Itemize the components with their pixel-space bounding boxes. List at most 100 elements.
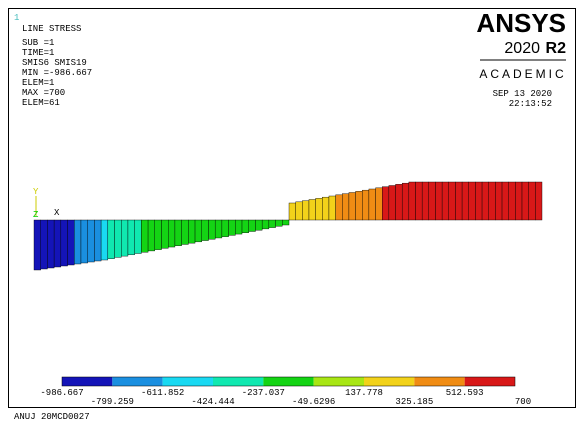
legend-swatch <box>464 377 515 386</box>
element-bar <box>288 202 296 221</box>
element-bar <box>362 189 370 221</box>
element-bar <box>127 219 135 256</box>
element-bar <box>47 219 55 269</box>
frame <box>8 8 576 408</box>
legend: -986.667 -799.259 -611.852 -424.444 -237.037… <box>40 376 531 407</box>
element-bar <box>315 198 323 221</box>
element-bar <box>501 181 509 221</box>
element-bar <box>100 219 109 261</box>
date: SEP 13 2020 <box>493 89 552 99</box>
legend-label: -611.852 <box>141 388 184 398</box>
logo-brand: ANSYS <box>476 8 566 38</box>
element-bar <box>248 219 256 232</box>
element-bar <box>147 219 155 252</box>
element-bar <box>342 193 350 221</box>
element-bar <box>214 219 223 239</box>
element-bar <box>355 191 363 221</box>
element-bar <box>308 199 316 221</box>
element-bar <box>228 219 236 236</box>
element-bar <box>80 219 88 264</box>
element-bar <box>302 200 310 221</box>
info-line: TIME=1 <box>22 48 54 58</box>
window-number: 1 <box>14 13 19 23</box>
element-bar <box>241 219 249 233</box>
element-bar <box>528 181 536 221</box>
legend-label: -424.444 <box>191 397 234 407</box>
info-line: SUB =1 <box>22 38 54 48</box>
element-bar <box>168 219 176 248</box>
time: 22:13:52 <box>509 99 552 109</box>
element-bar <box>455 181 463 221</box>
logo-release: R2 <box>546 40 567 57</box>
element-bar <box>435 181 443 221</box>
element-bar <box>121 219 129 257</box>
element-bar <box>335 194 343 221</box>
legend-label: -49.6296 <box>292 397 335 407</box>
element-bar <box>74 219 82 265</box>
element-bar <box>188 219 196 244</box>
element-bar <box>488 181 496 221</box>
element-bar <box>261 219 270 230</box>
element-bar <box>428 181 436 221</box>
element-bar <box>421 181 430 221</box>
element-bar <box>475 181 483 221</box>
element-bar <box>141 219 149 253</box>
legend-label: 325.185 <box>395 397 433 407</box>
legend-label: 700 <box>515 397 531 407</box>
element-bar <box>107 219 115 259</box>
legend-swatch <box>162 377 213 386</box>
info-line: MIN =-986.667 <box>22 68 92 78</box>
element-bar <box>415 181 423 221</box>
stress-plot <box>33 181 543 271</box>
info-line: ELEM=1 <box>22 78 54 88</box>
legend-label: -986.667 <box>40 388 83 398</box>
element-bar <box>441 181 449 221</box>
footer: ANUJ 20MCD0027 <box>14 412 90 422</box>
info-line: MAX =700 <box>22 88 65 98</box>
legend-swatch <box>62 377 113 386</box>
legend-swatch <box>414 377 465 386</box>
element-bar <box>401 182 410 221</box>
element-bar <box>255 219 263 231</box>
element-bar <box>515 181 523 221</box>
element-bar <box>134 219 142 254</box>
legend-swatch <box>213 377 264 386</box>
element-bar <box>114 219 122 258</box>
element-bar <box>60 219 68 267</box>
legend-swatch <box>112 377 163 386</box>
element-bar <box>521 181 529 221</box>
element-bar <box>235 219 243 235</box>
element-bar <box>481 181 489 221</box>
element-bar <box>322 196 330 221</box>
element-bar <box>448 181 456 221</box>
element-bar <box>382 186 390 221</box>
axis-x-label: X <box>54 208 60 218</box>
element-bar <box>495 181 503 221</box>
axis-y-label: Y <box>33 187 39 197</box>
element-bar <box>508 181 516 221</box>
element-bar <box>33 219 41 271</box>
element-bar <box>40 219 48 270</box>
element-bar <box>87 219 95 263</box>
element-bar <box>268 219 276 228</box>
logo-edition: ACADEMIC <box>479 67 566 81</box>
element-bar <box>368 188 376 221</box>
element-bar <box>282 219 290 226</box>
element-bar <box>53 219 62 268</box>
element-bar <box>194 219 202 243</box>
legend-border <box>61 376 516 387</box>
info-line: SMIS6 SMIS19 <box>22 58 87 68</box>
element-bar <box>461 181 469 221</box>
legend-swatch <box>313 377 364 386</box>
legend-label: 512.593 <box>446 388 484 398</box>
element-bar <box>328 195 336 221</box>
element-bar <box>535 181 543 221</box>
legend-swatch <box>364 377 415 386</box>
element-bar <box>295 201 303 221</box>
element-bar <box>275 219 283 227</box>
element-bar <box>395 184 403 221</box>
legend-label: -237.037 <box>242 388 285 398</box>
element-bar <box>181 219 189 245</box>
logo-version: 2020 <box>504 40 540 57</box>
